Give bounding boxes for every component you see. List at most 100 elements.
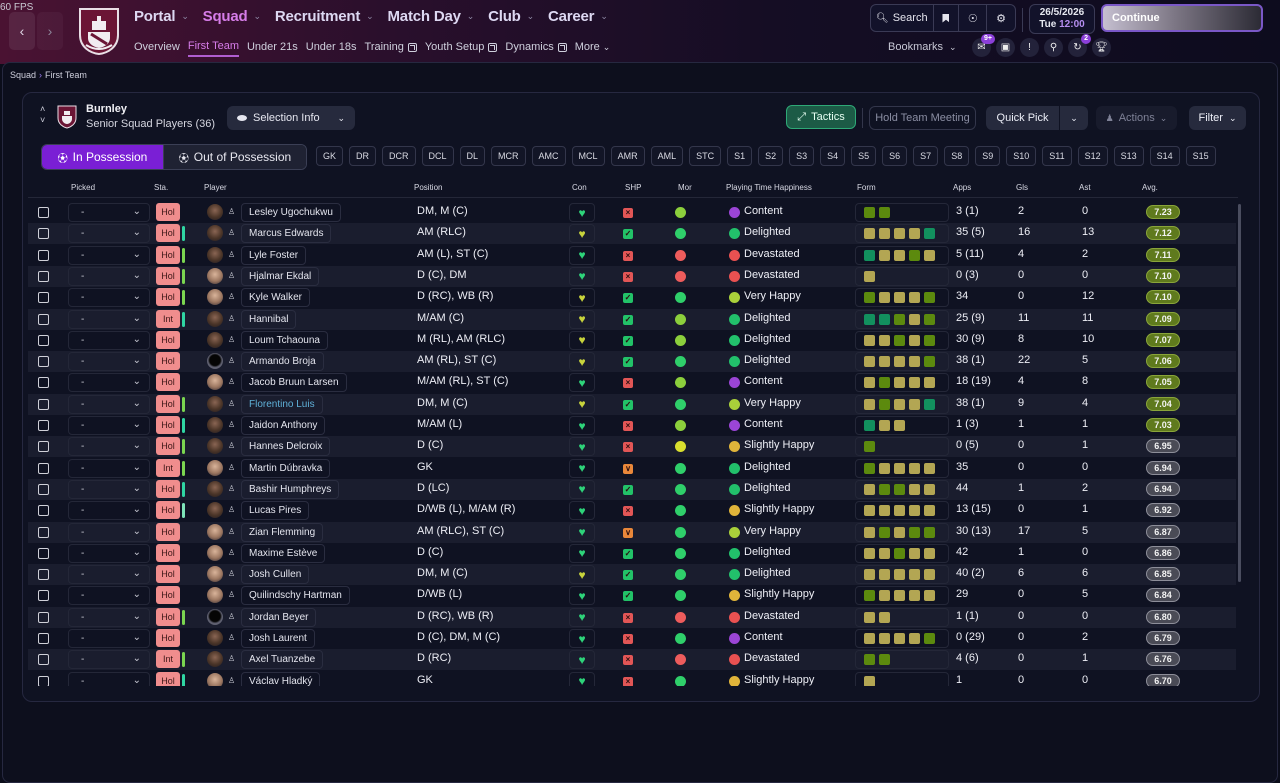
forward-button[interactable]: › bbox=[37, 12, 63, 50]
status-badge[interactable]: Hol bbox=[156, 501, 180, 520]
position-chip-s2[interactable]: S2 bbox=[758, 146, 784, 166]
select-checkbox[interactable] bbox=[38, 675, 49, 686]
status-badge[interactable]: Hol bbox=[156, 629, 180, 647]
table-row[interactable]: - ⌄ Hol ♙ Armando Broja AM (RL), ST (C) ♥ ✓ Deli… bbox=[28, 351, 1236, 373]
table-row[interactable]: - ⌄ Hol ♙ Kyle Walker D (RC), WB (R) ♥ ✓ Very Ha… bbox=[28, 287, 1236, 308]
nav-match-day[interactable]: Match Day ⌄ bbox=[388, 8, 475, 25]
quick-pick-dropdown[interactable]: ⌄ bbox=[1060, 106, 1088, 130]
nav-squad[interactable]: Squad ⌄ bbox=[203, 8, 261, 25]
col-assists[interactable]: Ast bbox=[1079, 183, 1091, 192]
subnav-under-18s[interactable]: Under 18s bbox=[306, 41, 357, 56]
position-chip-dcl[interactable]: DCL bbox=[421, 146, 454, 166]
position-chip-s11[interactable]: S11 bbox=[1042, 146, 1072, 166]
tactics-button[interactable]: ⤢ Tactics bbox=[786, 105, 856, 129]
subnav-under-21s[interactable]: Under 21s bbox=[247, 41, 298, 56]
picked-dropdown[interactable]: - ⌄ bbox=[68, 501, 150, 521]
player-name[interactable]: Maxime Estève bbox=[241, 543, 326, 563]
player-name[interactable]: Lyle Foster bbox=[241, 245, 307, 265]
table-row[interactable]: - ⌄ Int ♙ Hannibal M/AM (C) ♥ ✓ Delighted 25 (9) 1… bbox=[28, 308, 1236, 330]
globe-button[interactable]: ☉ bbox=[959, 5, 988, 31]
select-checkbox[interactable] bbox=[38, 654, 49, 666]
date-time-display[interactable]: 26/5/2026 Tue 12:00 bbox=[1029, 4, 1095, 34]
bookmark-button[interactable] bbox=[934, 5, 960, 31]
back-button[interactable]: ‹ bbox=[9, 12, 35, 50]
status-badge[interactable]: Hol bbox=[156, 330, 180, 349]
table-row[interactable]: - ⌄ Hol ♙ Lesley Ugochukwu DM, M (C) ♥ × Content… bbox=[28, 202, 1236, 223]
status-badge[interactable]: Hol bbox=[156, 288, 180, 307]
table-row[interactable]: - ⌄ Hol ♙ Florentino Luis DM, M (C) ♥ ✓ Very Hap… bbox=[28, 393, 1236, 415]
col-picked[interactable]: Picked bbox=[71, 183, 96, 192]
table-row[interactable]: - ⌄ Hol ♙ Lucas Pires D/WB (L), M/AM (R) ♥ × Sli… bbox=[28, 500, 1236, 521]
position-chip-stc[interactable]: STC bbox=[689, 146, 722, 166]
select-checkbox[interactable] bbox=[38, 633, 49, 644]
picked-dropdown[interactable]: - ⌄ bbox=[68, 266, 150, 286]
player-name[interactable]: Jaidon Anthony bbox=[241, 416, 326, 435]
position-chip-s13[interactable]: S13 bbox=[1113, 146, 1144, 166]
status-badge[interactable]: Hol bbox=[156, 245, 180, 264]
bookmarks-dropdown[interactable]: Bookmarks ⌄ bbox=[888, 41, 957, 53]
subnav-youth-setup[interactable]: Youth Setup bbox=[425, 41, 498, 56]
sort-arrows[interactable]: ˄ ˅ bbox=[40, 104, 45, 126]
table-row[interactable]: - ⌄ Hol ♙ Quilindschy Hartman D/WB (L) ♥ ✓ Sligh… bbox=[28, 585, 1236, 606]
player-name[interactable]: Josh Laurent bbox=[241, 629, 315, 648]
player-name[interactable]: Florentino Luis bbox=[241, 394, 323, 414]
select-checkbox[interactable] bbox=[38, 420, 49, 431]
select-checkbox[interactable] bbox=[38, 505, 49, 517]
select-checkbox[interactable] bbox=[38, 207, 49, 218]
player-name[interactable]: Josh Cullen bbox=[241, 565, 310, 585]
col-player[interactable]: Player bbox=[204, 183, 227, 192]
player-name[interactable]: Bashir Humphreys bbox=[241, 479, 340, 499]
table-row[interactable]: - ⌄ Hol ♙ Josh Laurent D (C), DM, M (C) ♥ × Cont… bbox=[28, 628, 1236, 649]
player-name[interactable]: Quilindschy Hartman bbox=[241, 586, 350, 606]
select-checkbox[interactable] bbox=[38, 590, 49, 602]
picked-dropdown[interactable]: - ⌄ bbox=[68, 330, 150, 350]
picked-dropdown[interactable]: - ⌄ bbox=[68, 522, 150, 542]
status-badge[interactable]: Hol bbox=[156, 586, 180, 605]
player-name[interactable]: Marcus Edwards bbox=[241, 224, 332, 244]
selection-info-dropdown[interactable]: Selection Info ⌄ bbox=[227, 106, 355, 130]
select-checkbox[interactable] bbox=[38, 377, 49, 389]
player-name[interactable]: Armando Broja bbox=[241, 352, 324, 372]
chevron-down-icon[interactable]: ˅ bbox=[40, 115, 46, 125]
table-row[interactable]: - ⌄ Hol ♙ Lyle Foster AM (L), ST (C) ♥ × Devasta… bbox=[28, 245, 1236, 266]
picked-dropdown[interactable]: - ⌄ bbox=[68, 479, 150, 499]
position-chip-dcr[interactable]: DCR bbox=[382, 146, 416, 166]
position-chip-s7[interactable]: S7 bbox=[913, 146, 939, 166]
subnav-training[interactable]: Training bbox=[365, 41, 417, 56]
select-checkbox[interactable] bbox=[38, 547, 49, 559]
settings-button[interactable]: ⚙ bbox=[987, 5, 1015, 31]
status-badge[interactable]: Hol bbox=[156, 266, 180, 285]
position-chip-s6[interactable]: S6 bbox=[882, 146, 908, 166]
picked-dropdown[interactable]: - ⌄ bbox=[68, 543, 150, 563]
search-button[interactable]: 🔍︎ Search bbox=[871, 5, 934, 31]
player-name[interactable]: Kyle Walker bbox=[241, 288, 310, 308]
status-badge[interactable]: Hol bbox=[156, 543, 180, 562]
status-badge[interactable]: Int bbox=[156, 309, 180, 328]
col-average-rating[interactable]: Avg. bbox=[1142, 183, 1158, 192]
picked-dropdown[interactable]: - ⌄ bbox=[68, 245, 150, 265]
select-checkbox[interactable] bbox=[38, 462, 49, 474]
position-chip-s5[interactable]: S5 bbox=[851, 146, 877, 166]
select-checkbox[interactable] bbox=[38, 483, 49, 495]
position-chip-s4[interactable]: S4 bbox=[820, 146, 846, 166]
table-row[interactable]: - ⌄ Hol ♙ Jordan Beyer D (RC), WB (R) ♥ × Devast… bbox=[28, 606, 1236, 628]
select-checkbox[interactable] bbox=[38, 292, 49, 304]
col-position[interactable]: Position bbox=[414, 183, 443, 192]
status-badge[interactable]: Hol bbox=[156, 671, 180, 686]
status-badge[interactable]: Hol bbox=[156, 352, 180, 371]
out-of-possession-tab[interactable]: ⚽︎ Out of Possession bbox=[164, 145, 306, 169]
status-badge[interactable]: Hol bbox=[156, 565, 180, 584]
select-checkbox[interactable] bbox=[38, 228, 49, 240]
select-checkbox[interactable] bbox=[38, 441, 49, 453]
position-chip-s1[interactable]: S1 bbox=[727, 146, 753, 166]
in-possession-tab[interactable]: ⚽︎ In Possession bbox=[42, 145, 164, 169]
inbox-button[interactable]: ✉ 9+ bbox=[972, 34, 995, 57]
player-name[interactable]: Lesley Ugochukwu bbox=[241, 203, 341, 222]
position-chip-dl[interactable]: DL bbox=[459, 146, 486, 166]
position-chip-s10[interactable]: S10 bbox=[1006, 146, 1037, 166]
table-row[interactable]: - ⌄ Hol ♙ Jaidon Anthony M/AM (L) ♥ × Content 1 (… bbox=[28, 415, 1236, 436]
player-name[interactable]: Martin Dúbravka bbox=[241, 458, 331, 478]
nav-club[interactable]: Club ⌄ bbox=[488, 8, 534, 25]
chevron-up-icon[interactable]: ˄ bbox=[40, 104, 46, 114]
player-name[interactable]: Axel Tuanzebe bbox=[241, 650, 324, 670]
